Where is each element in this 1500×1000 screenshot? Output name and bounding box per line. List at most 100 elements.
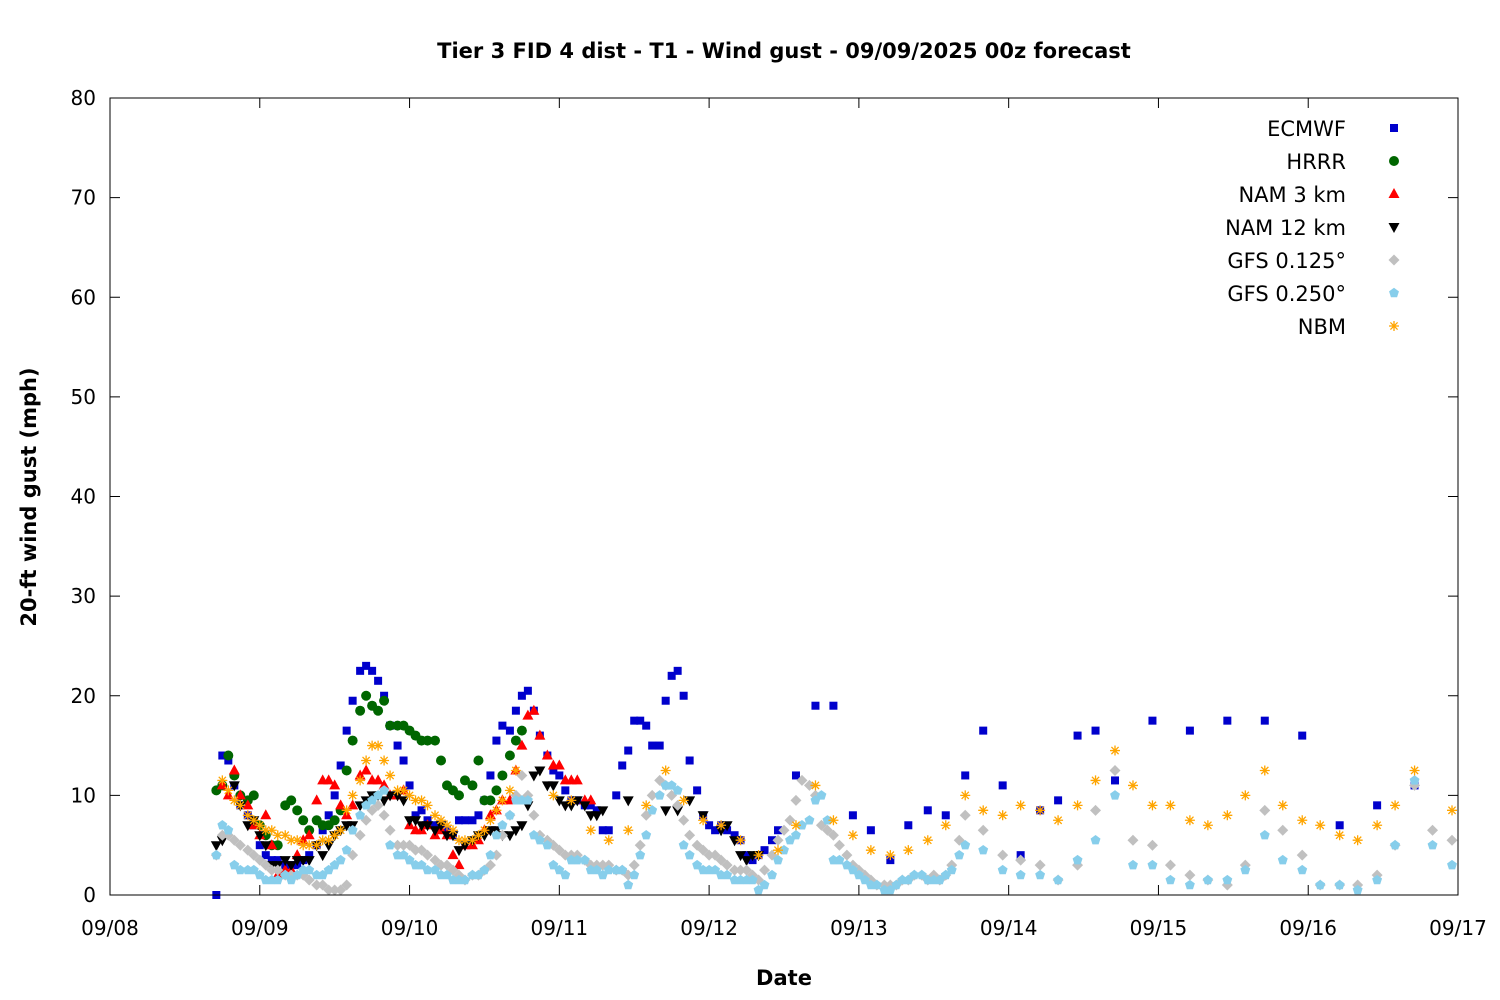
data-point [1165,874,1176,885]
data-point [597,806,609,817]
data-point [459,835,470,846]
data-point [684,829,696,841]
data-point [292,805,303,816]
data-point [422,864,433,875]
data-point [1334,830,1345,841]
data-point [1240,790,1251,801]
data-point [753,850,764,861]
x-tick-label: 09/10 [381,916,439,940]
data-point [560,869,571,880]
data-point [1334,879,1345,890]
data-point [772,834,784,846]
data-point [946,864,957,875]
legend-marker-ecmwf [1390,124,1398,132]
x-tick-label: 09/09 [231,916,289,940]
data-point [534,835,545,845]
data-point [430,810,441,821]
data-point [692,859,703,870]
data-point [1222,874,1233,885]
data-point [347,790,358,801]
data-point [317,851,329,862]
data-point [242,799,254,810]
data-point [579,854,590,865]
data-point [624,746,633,755]
data-point [705,821,714,830]
data-point [298,840,309,851]
data-point [847,830,858,841]
data-point [342,726,351,735]
data-point [1447,859,1457,870]
data-point [722,869,733,880]
data-point [767,869,777,880]
data-point [510,765,521,776]
data-point [468,816,477,825]
x-tick-label: 09/15 [1130,916,1188,940]
data-point [1054,796,1063,805]
data-point [741,856,753,867]
data-point [528,830,539,840]
data-point [504,831,516,842]
data-point [497,795,508,806]
legend-label: GFS 0.250° [1227,282,1346,306]
data-point [523,686,532,695]
data-point [730,831,739,840]
data-point [430,735,441,746]
data-point [329,830,340,841]
data-point [286,835,297,846]
data-point [516,769,528,781]
data-point [773,854,783,865]
data-point [833,839,845,851]
data-point [248,864,259,875]
data-point [923,806,932,815]
data-point [554,864,565,875]
legend-marker-nbm [1389,321,1399,331]
data-point [1259,765,1270,776]
data-point [716,820,727,831]
data-point [547,781,559,792]
series-nbm [217,740,1458,861]
data-point [410,816,422,827]
data-point [218,751,227,760]
data-point [603,835,614,846]
data-point [549,766,558,775]
data-point [579,801,591,812]
data-point [904,821,913,830]
x-axis-label: Date [756,966,812,990]
data-point [1223,716,1232,725]
data-point [784,814,796,826]
data-point [828,815,839,826]
data-point [528,809,540,821]
data-point [679,691,688,700]
data-point [1090,835,1101,845]
data-point [1053,874,1064,885]
data-point [442,820,452,831]
data-point [453,859,465,870]
data-point [422,821,434,832]
legend-marker-nam-12-km [1388,223,1400,233]
data-point [1015,854,1027,866]
data-point [303,874,315,886]
data-point [1427,824,1439,836]
data-point [273,856,282,865]
data-point [685,756,694,765]
data-point [379,755,390,766]
data-point [399,756,408,765]
data-point [534,766,546,777]
data-point [248,815,259,826]
data-point [235,800,246,811]
data-point [623,825,634,836]
data-point [304,840,315,851]
chart-title: Tier 3 FID 4 dist - T1 - Wind gust - 09/… [437,39,1131,63]
data-point [410,844,422,856]
data-point [234,839,246,851]
data-point [517,691,526,700]
data-point [1222,810,1233,821]
x-tick-label: 09/16 [1279,916,1337,940]
data-point [1147,800,1158,811]
data-point [1015,800,1026,811]
data-point [228,764,240,775]
data-point [703,849,715,861]
data-point [242,810,253,821]
data-point [1110,790,1120,800]
